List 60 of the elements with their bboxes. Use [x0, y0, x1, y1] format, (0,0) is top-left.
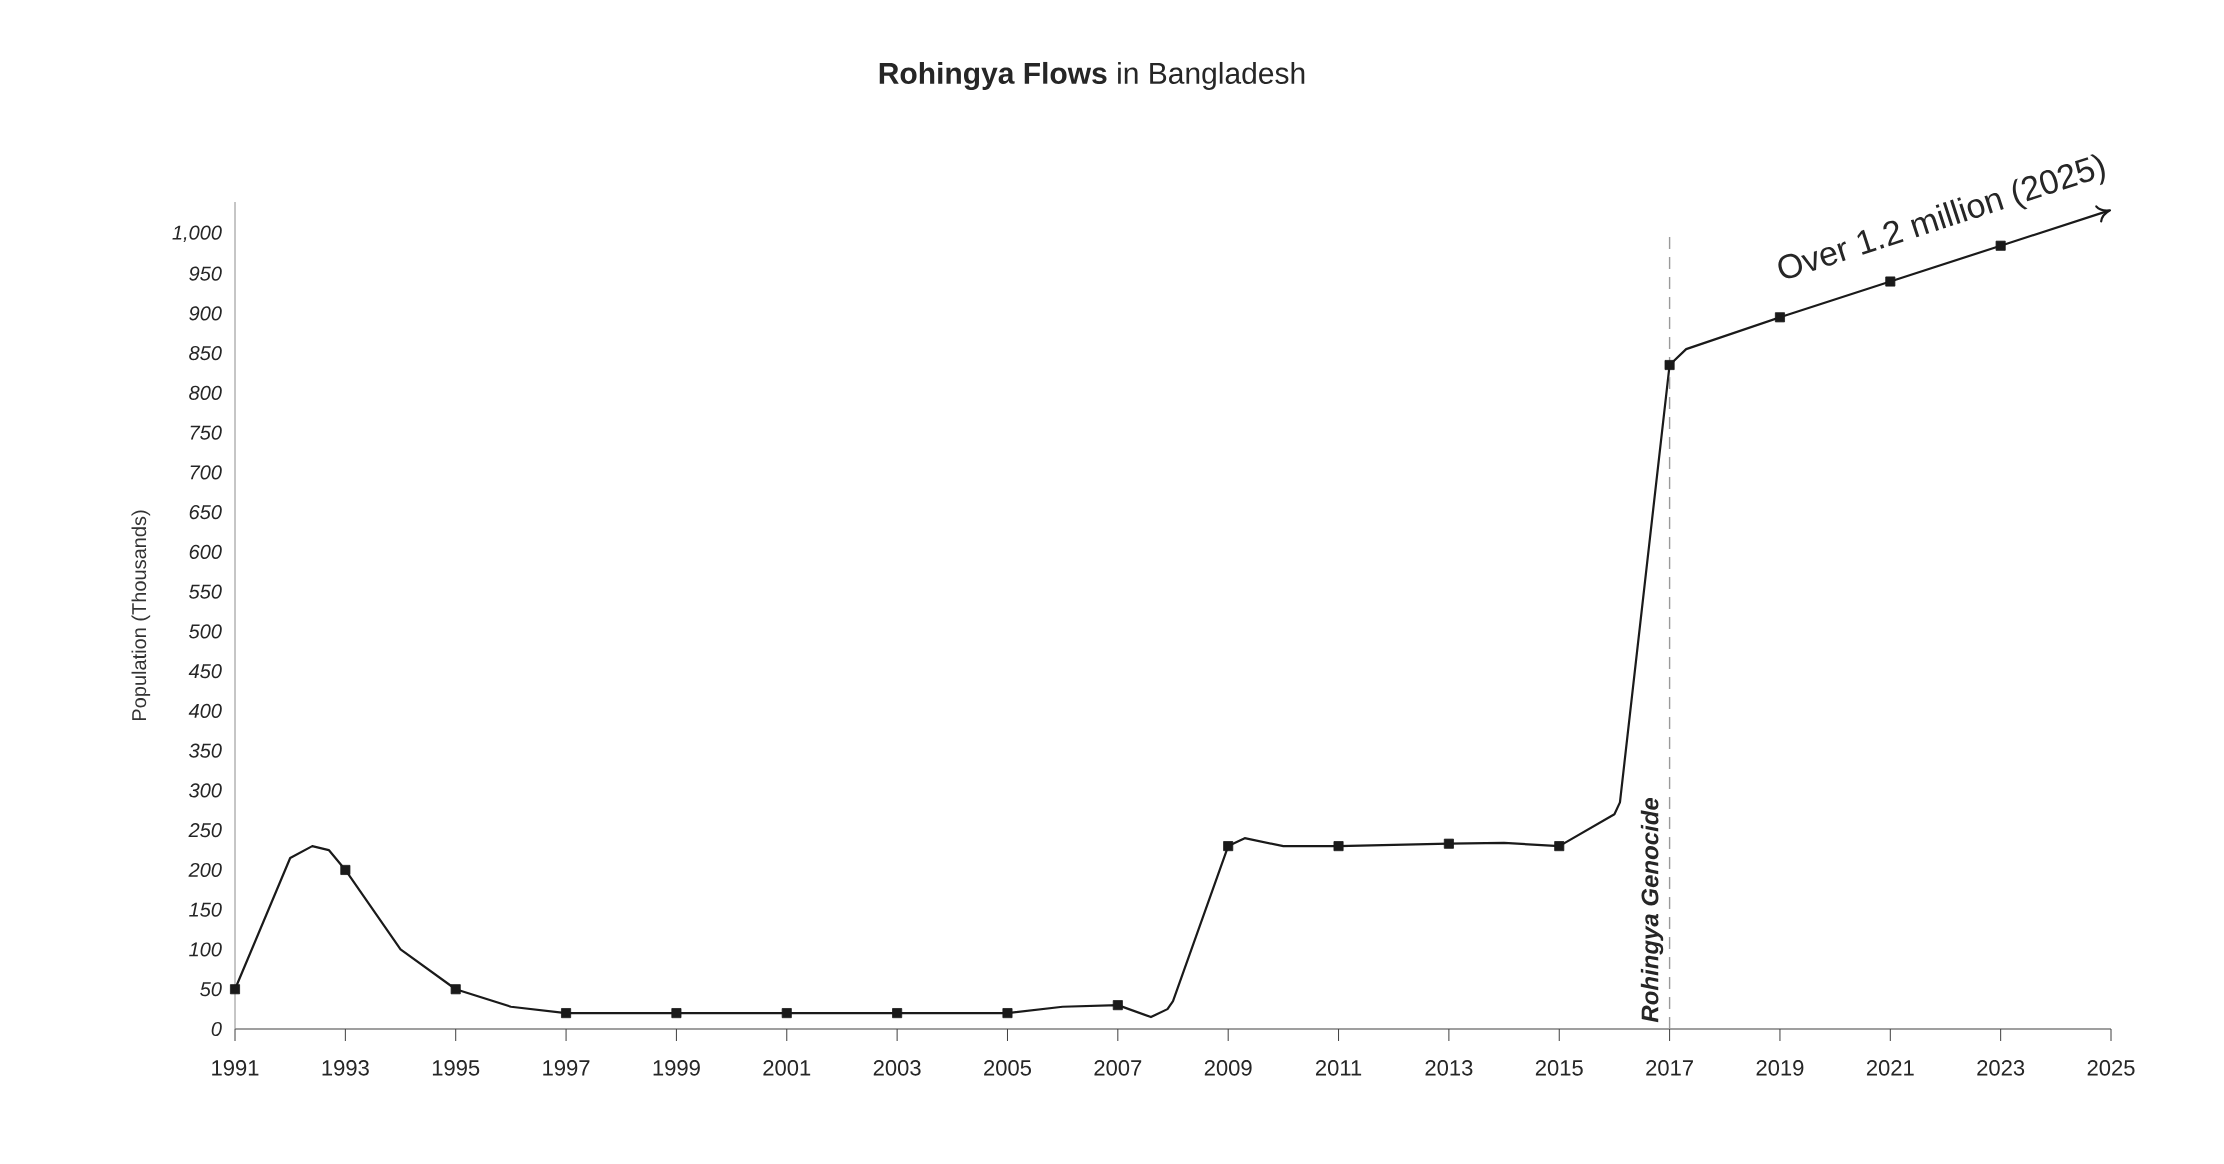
y-tick-label: 250	[188, 823, 222, 838]
point	[230, 984, 240, 995]
y-tick-label: 500	[189, 624, 222, 639]
y-tick-label: 400	[188, 703, 222, 718]
x-tick-label: 2005	[984, 1060, 1031, 1076]
point	[892, 1008, 903, 1019]
x-tick-label: 1995	[432, 1060, 480, 1076]
x-tick-label: 2017	[1646, 1060, 1693, 1076]
ref-line-label: Rohingya Genocide	[1640, 797, 1664, 1023]
y-tick-label: 550	[189, 584, 222, 599]
y-tick-label: 200	[188, 862, 222, 878]
y-tick-label: 750	[190, 425, 222, 440]
chart-title: Rohingya Flows in Bangladesh	[879, 61, 1305, 91]
point	[1554, 841, 1565, 852]
y-tick-label: 700	[190, 465, 222, 480]
point	[1664, 360, 1675, 371]
x-tick-label: 2023	[1977, 1060, 2025, 1076]
y-tick-label: 100	[189, 942, 222, 957]
y-tick-label: 600	[189, 544, 222, 559]
point	[561, 1008, 572, 1019]
x-tick-label: 2015	[1535, 1060, 1583, 1076]
y-tick-label: 950	[189, 266, 222, 281]
point	[671, 1008, 682, 1019]
y-tick-label: 350	[189, 743, 222, 758]
y-tick-label: 900	[189, 306, 222, 321]
y-tick-label: 450	[188, 664, 222, 679]
point	[1223, 841, 1234, 852]
point	[1995, 240, 2006, 251]
x-tick-label: 2013	[1425, 1060, 1473, 1076]
x-tick-label: 2007	[1094, 1060, 1142, 1076]
x-tick-label: 2021	[1866, 1060, 1914, 1076]
point	[1002, 1008, 1013, 1019]
y-tick-label: 850	[189, 346, 222, 361]
y-tick-label: 1,000	[172, 225, 222, 243]
point	[1774, 312, 1785, 323]
y-tick-label: 150	[189, 902, 222, 917]
x-tick-label: 1991	[212, 1060, 259, 1076]
x-tick-label: 1999	[653, 1060, 700, 1076]
point	[1333, 841, 1344, 852]
x-tick-label: 1993	[322, 1060, 369, 1076]
x-tick-label: 2019	[1756, 1060, 1804, 1076]
x-tick-label: 1997	[543, 1060, 590, 1076]
y-tick-label: 300	[189, 783, 222, 798]
annotation: Over 1.2 million (2025)	[1778, 154, 2105, 279]
x-tick-label: 2011	[1315, 1060, 1362, 1076]
x-tick-label: 2001	[763, 1060, 811, 1076]
y-tick-label: 0	[211, 1021, 222, 1037]
y-tick-label: 650	[189, 505, 222, 520]
point	[1885, 276, 1896, 287]
point	[1443, 838, 1454, 849]
x-tick-label: 2025	[2087, 1060, 2135, 1076]
point	[340, 864, 351, 875]
point	[1112, 1000, 1123, 1011]
x-tick-label: 2009	[1204, 1060, 1252, 1076]
point	[450, 984, 461, 995]
point	[781, 1008, 792, 1019]
x-tick-label: 2003	[873, 1060, 921, 1076]
y-tick-label: 800	[189, 385, 222, 400]
y-tick-label: 50	[200, 982, 222, 997]
y-axis-title: Population (Thousands)	[131, 510, 151, 721]
